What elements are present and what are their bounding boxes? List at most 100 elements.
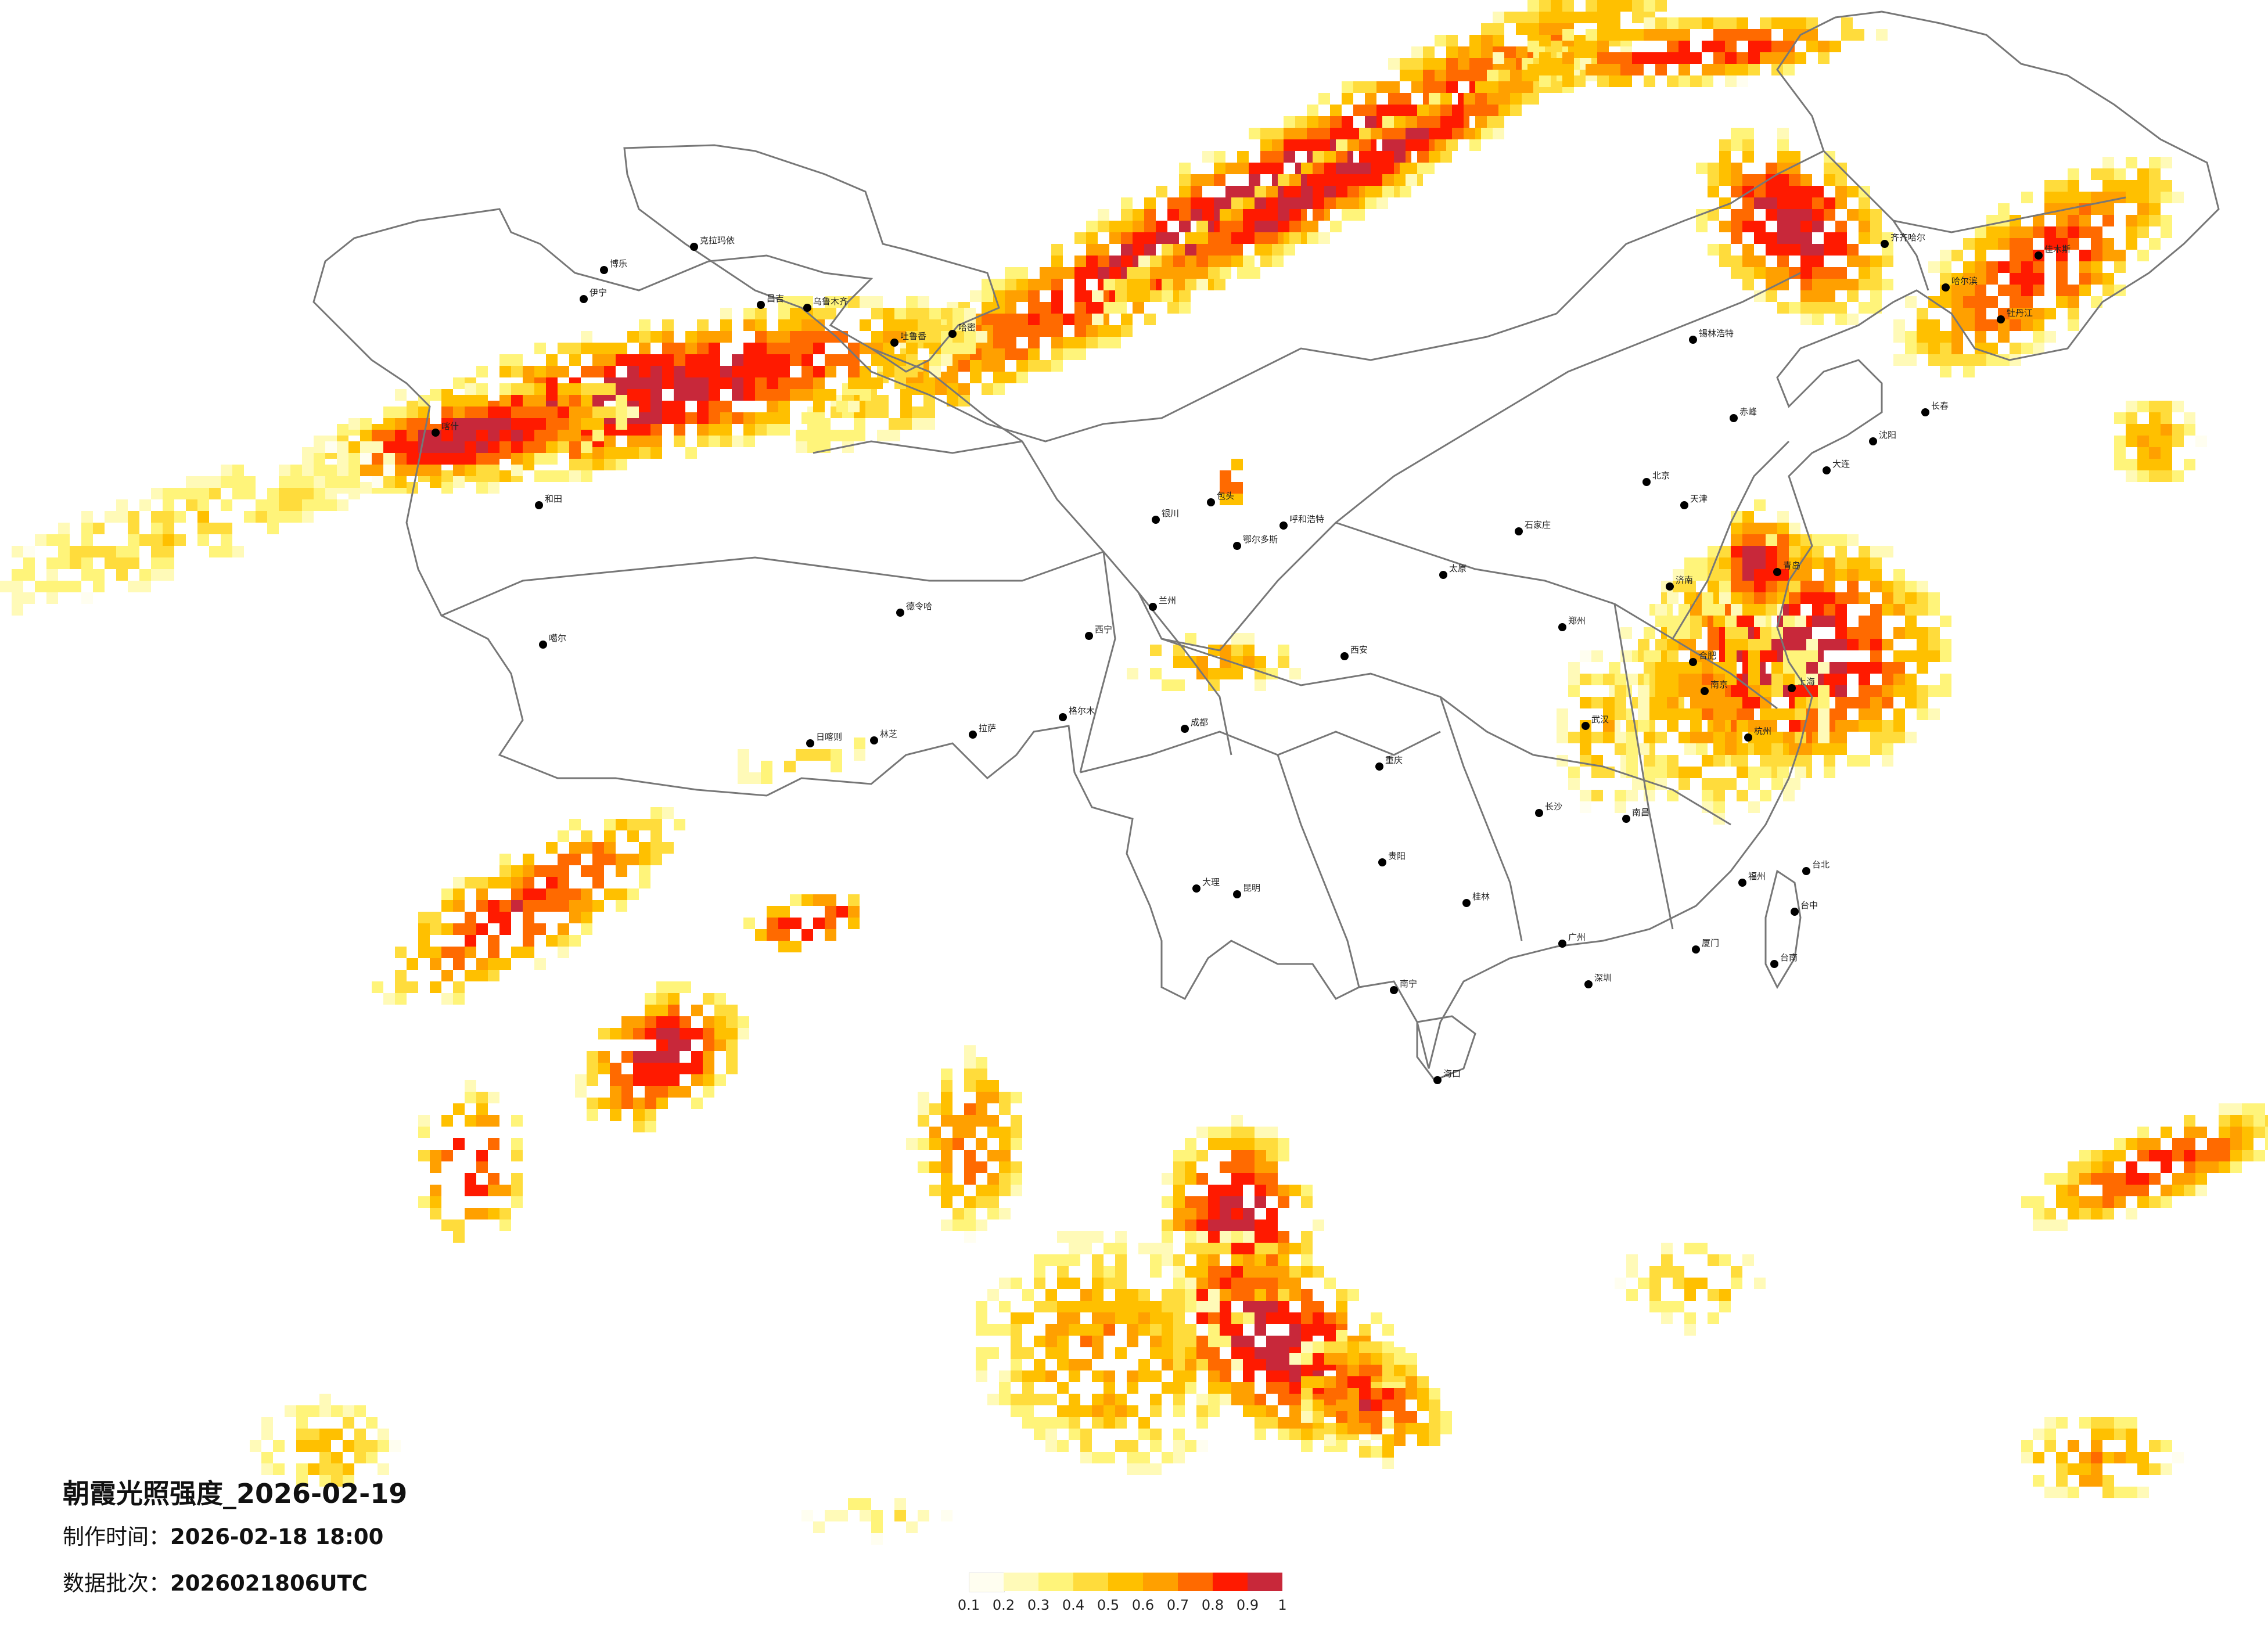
city-label: 台中 (1800, 900, 1818, 911)
heat-cell (2161, 157, 2172, 168)
heat-cell (1824, 279, 1835, 290)
heat-cell (1278, 1382, 1289, 1394)
heat-cell (738, 1016, 749, 1028)
heat-cell (151, 511, 163, 523)
heat-cell (2079, 226, 2091, 238)
heat-cell (1185, 256, 1196, 267)
heat-cell (296, 1417, 308, 1429)
heat-cell (1859, 232, 1870, 244)
heat-cell (1806, 29, 1818, 41)
heat-cell (2172, 1138, 2184, 1150)
heat-cell (1330, 105, 1342, 116)
heat-cell (1057, 1312, 1069, 1324)
heat-cell (2033, 319, 2044, 331)
heat-cell (1272, 128, 1284, 139)
heat-cell (1336, 1301, 1347, 1312)
heat-cell (2161, 1463, 2172, 1475)
heat-cell (1243, 256, 1255, 267)
heat-cell (1812, 592, 1824, 604)
heat-cell (801, 319, 813, 331)
heat-cell (139, 499, 151, 511)
heat-cell (2242, 1150, 2253, 1161)
heat-cell (1760, 697, 1771, 708)
heat-cell (1655, 685, 1667, 697)
heat-cell (645, 1098, 656, 1109)
heat-cell (650, 412, 662, 424)
heat-cell (1104, 1405, 1115, 1417)
heat-cell (755, 929, 767, 941)
heat-cell (1731, 523, 1742, 534)
heat-cell (860, 343, 871, 354)
heat-cell (1742, 708, 1754, 720)
heat-cell (337, 465, 348, 476)
heat-cell (726, 1028, 738, 1039)
heat-cell (976, 1069, 987, 1080)
heat-cell (976, 1057, 987, 1069)
heat-cell (1342, 116, 1353, 128)
heat-cell (465, 395, 476, 406)
heat-cell (836, 1510, 848, 1521)
legend-swatch (1143, 1573, 1178, 1591)
region-border (1613, 603, 1674, 930)
heat-cell (261, 1452, 273, 1463)
heat-cell (2044, 308, 2056, 319)
heat-cell (331, 1429, 343, 1440)
heat-cell (1655, 616, 1667, 627)
heat-cell (1086, 325, 1098, 337)
heat-cell (1400, 70, 1411, 81)
heat-cell (314, 476, 325, 488)
heat-cell (1783, 674, 1795, 685)
heat-cell (2056, 273, 2068, 285)
heat-cell (1173, 1394, 1185, 1405)
heat-cell (1266, 1150, 1278, 1161)
city-label: 大连 (1832, 459, 1850, 469)
heat-cell (1626, 743, 1638, 755)
heat-cell (1115, 1231, 1127, 1243)
city-marker (1378, 858, 1386, 866)
heat-cell (1748, 801, 1760, 813)
heat-cell (1667, 720, 1678, 732)
legend-swatch (1178, 1573, 1213, 1591)
heat-cell (1005, 314, 1016, 325)
heat-cell (2137, 1452, 2149, 1463)
heat-cell (2126, 1208, 2137, 1220)
heat-cell (1074, 337, 1086, 348)
heat-cell (1800, 256, 1812, 267)
heat-cell (1963, 308, 1975, 319)
heat-cell (714, 1039, 726, 1051)
heat-cell (1731, 511, 1742, 523)
heat-cell (1661, 1266, 1673, 1278)
heat-cell (1702, 41, 1713, 52)
heat-cell (2172, 1150, 2184, 1161)
heat-cell (488, 958, 499, 970)
heat-cell (1847, 279, 1859, 290)
heat-cell (2056, 285, 2068, 296)
heat-cell (685, 447, 697, 459)
heat-cell (1667, 708, 1678, 720)
heat-cell (1527, 23, 1539, 35)
heat-cell (1266, 1370, 1278, 1382)
heat-cell (1388, 81, 1400, 93)
heat-cell (1231, 494, 1243, 505)
heat-cell (831, 761, 842, 772)
heat-cell (1760, 41, 1771, 52)
heat-cell (331, 1452, 343, 1463)
heat-cell (2114, 261, 2126, 273)
heat-cell (343, 1405, 354, 1417)
heat-cell (2137, 203, 2149, 215)
heat-cell (1255, 1173, 1266, 1185)
heat-cell (1626, 790, 1638, 801)
heat-cell (1069, 1278, 1080, 1289)
heat-cell (1917, 319, 1928, 331)
heat-cell (848, 918, 860, 929)
heat-cell (430, 441, 441, 453)
heat-cell (1824, 604, 1835, 616)
heat-cell (499, 1185, 511, 1196)
heat-cell (1800, 244, 1812, 256)
heat-cell (1104, 1382, 1115, 1394)
heat-cell (1162, 1324, 1173, 1336)
heat-cell (1684, 1324, 1696, 1336)
heat-cell (523, 453, 534, 465)
heat-cell (1196, 1243, 1208, 1254)
